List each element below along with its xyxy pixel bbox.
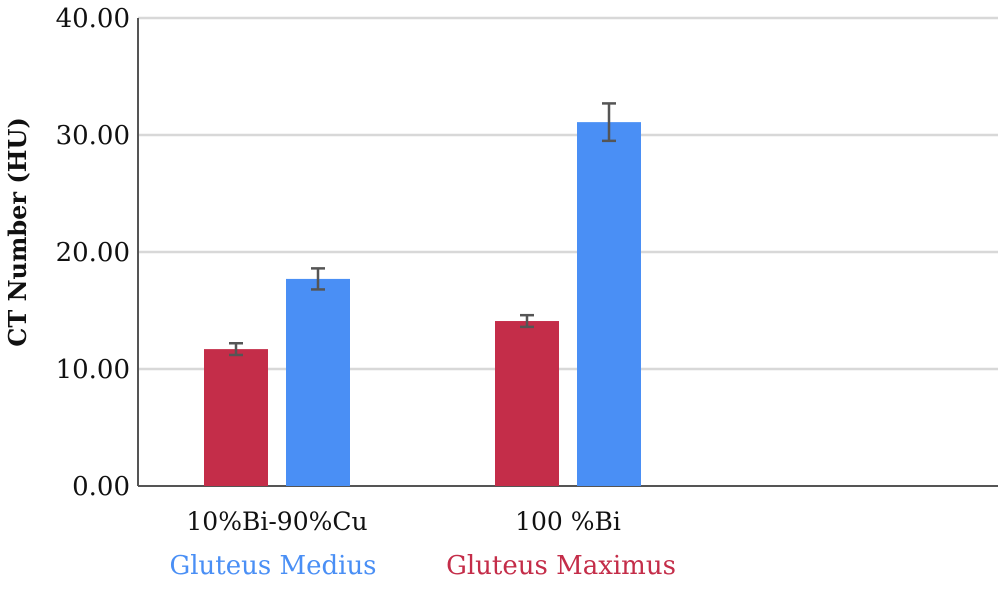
y-tick-label: 40.00 [56, 4, 130, 34]
legend-entry: Gluteus Maximus [446, 551, 676, 581]
error-bars [229, 102, 616, 357]
y-tick-label: 10.00 [56, 355, 130, 385]
legend-entry: Gluteus Medius [169, 551, 376, 581]
y-tick-label: 20.00 [56, 238, 130, 268]
bar [495, 321, 559, 486]
category-labels: 10%Bi-90%Cu 100 %Bi [186, 507, 620, 536]
bar [286, 278, 350, 486]
bar [204, 349, 268, 486]
x-category-label: 10%Bi-90%Cu [186, 507, 367, 536]
bars [204, 122, 641, 486]
y-tick-label: 30.00 [56, 121, 130, 151]
x-category-label: 100 %Bi [515, 507, 621, 536]
y-tick-label: 0.00 [72, 472, 130, 502]
legend: Gluteus Medius Gluteus Maximus [169, 551, 675, 581]
bar [577, 122, 641, 486]
grid-lines [138, 16, 998, 371]
y-tick-labels: 0.00 10.00 20.00 30.00 40.00 [56, 4, 130, 502]
y-axis-label: CT Number (HU) [3, 117, 32, 346]
axes [137, 18, 998, 487]
